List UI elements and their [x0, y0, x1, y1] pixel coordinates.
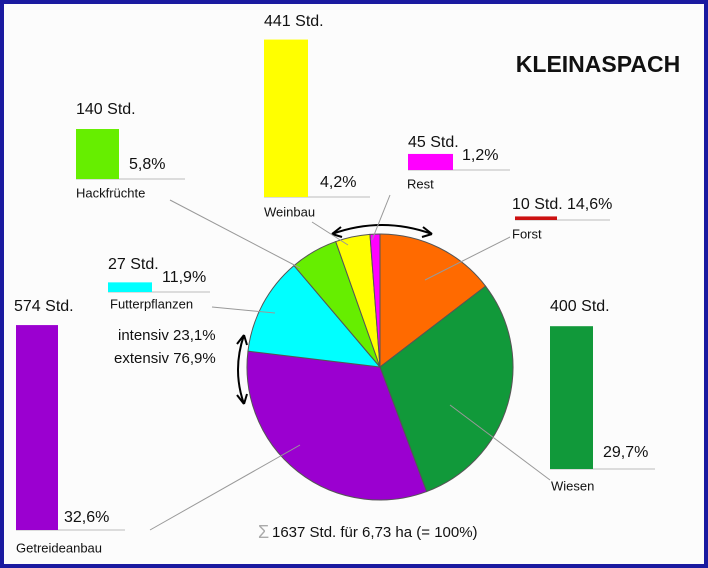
bar [76, 129, 119, 179]
annotation: intensiv 23,1% [118, 327, 216, 344]
value-label: 4,2% [320, 174, 356, 191]
leader-line [311, 221, 349, 246]
category-label: Weinbau [264, 204, 315, 219]
value-label: 1,2% [462, 147, 498, 164]
category-label: Futterpflanzen [110, 296, 193, 311]
category-label: Forst [512, 226, 542, 241]
bar [108, 282, 152, 292]
leader-line [424, 236, 511, 281]
bar [515, 216, 557, 220]
pie-slice [246, 350, 428, 501]
leader-line [449, 404, 551, 481]
leader-line [149, 444, 301, 531]
pie-slice [379, 285, 514, 493]
hours-label: 441 Std. [264, 13, 324, 30]
leader-line [211, 306, 276, 314]
hours-label: 27 Std. [108, 256, 159, 273]
category-label: Wiesen [551, 478, 594, 493]
value-label: 5,8% [129, 156, 165, 173]
bar [264, 39, 308, 197]
hours-label: 10 Std. [512, 196, 563, 213]
bar [408, 153, 453, 170]
category-label: Getreideanbau [16, 540, 102, 555]
value-label: 29,7% [603, 444, 648, 461]
pie-slice [379, 233, 487, 369]
sum-symbol: Σ [258, 522, 269, 542]
hours-label: 574 Std. [14, 298, 74, 315]
hours-label: 400 Std. [550, 298, 610, 315]
annotation: extensiv 76,9% [114, 350, 216, 367]
arrow-head [421, 226, 433, 238]
pie-slice [369, 233, 381, 368]
arrow-head [236, 334, 248, 346]
bar [550, 326, 593, 469]
arrows [236, 224, 433, 405]
arrow-arc [237, 334, 245, 405]
arrow-head [331, 226, 343, 238]
value-label: 14,6% [567, 196, 612, 213]
leader-line [371, 194, 391, 241]
bar [16, 325, 58, 530]
category-label: Rest [407, 176, 434, 191]
hours-label: 140 Std. [76, 101, 136, 118]
value-label: 11,9% [162, 269, 206, 286]
arrow-head [236, 393, 248, 405]
pie-slice [247, 264, 382, 368]
leader-line [169, 199, 301, 269]
value-label: 32,6% [64, 509, 109, 526]
arrow-arc [331, 224, 433, 235]
category-label: Hackfrüchte [76, 185, 145, 200]
footer: 1637 Std. für 6,73 ha (= 100%) [272, 524, 478, 541]
hours-label: 45 Std. [408, 134, 459, 151]
chart-title: KLEINASPACH [516, 51, 680, 77]
